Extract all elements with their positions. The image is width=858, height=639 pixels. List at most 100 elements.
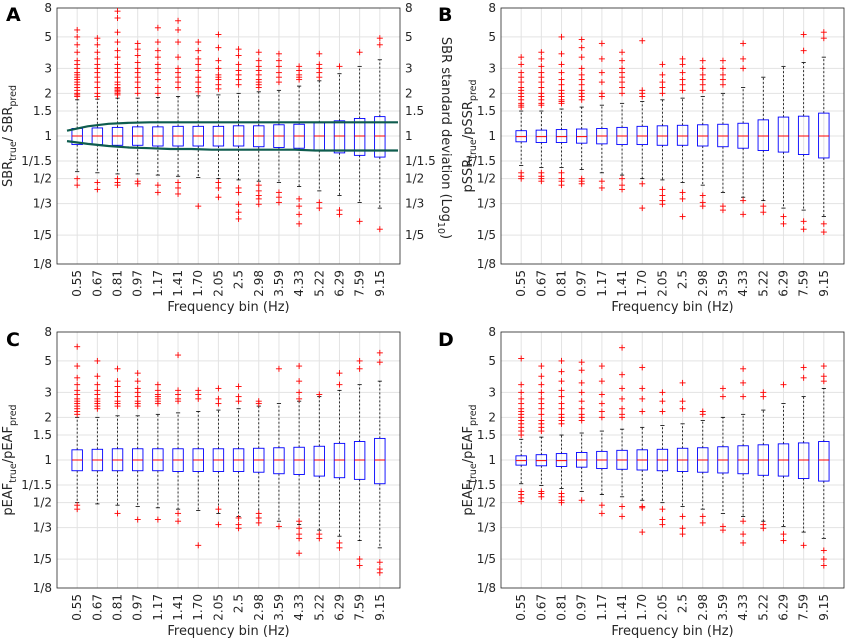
- outlier-c-7-3: [215, 506, 222, 513]
- outlier-d-12-3: [760, 525, 767, 532]
- outlier-a-5-1: [175, 26, 182, 33]
- outlier-c-6-2: [195, 395, 202, 402]
- outlier-b-2-11: [558, 100, 565, 107]
- right-ytick-label-a-9: 8: [405, 1, 413, 15]
- outlier-a-15-2: [376, 226, 383, 233]
- outlier-d-15-5: [820, 562, 827, 569]
- outlier-d-4-7: [598, 510, 605, 517]
- ytick-label-d-3: 1/2: [477, 496, 496, 510]
- outlier-a-2-20: [114, 182, 121, 189]
- outlier-c-7-2: [215, 400, 222, 407]
- outlier-b-14-1: [800, 47, 807, 54]
- ytick-label-c-5: 1: [44, 453, 52, 467]
- outlier-a-4-10: [154, 182, 161, 189]
- xtick-label-b-11: 4.33: [736, 270, 750, 297]
- outlier-c-4-6: [154, 400, 161, 407]
- box-d-3: [576, 359, 588, 504]
- box-d-15: [818, 363, 830, 569]
- outlier-a-2-1: [114, 15, 121, 22]
- outlier-b-0-15: [518, 175, 525, 182]
- outlier-a-15-1: [376, 41, 383, 48]
- outlier-d-5-3: [619, 395, 626, 402]
- outlier-b-6-5: [639, 205, 646, 212]
- xtick-label-d-8: 2.5: [676, 594, 690, 613]
- outlier-a-7-1: [215, 44, 222, 51]
- ylabel-d: pEAFtrue/pEAFpred: [461, 404, 479, 515]
- box-b-6: [636, 37, 648, 212]
- outlier-b-11-3: [740, 197, 747, 204]
- outlier-d-2-1: [558, 368, 565, 375]
- ytick-label-d-2: 1/3: [477, 521, 496, 535]
- outlier-a-5-7: [175, 79, 182, 86]
- ytick-label-c-3: 1/2: [33, 496, 52, 510]
- box-d-12: [757, 389, 769, 532]
- outlier-d-8-4: [679, 525, 686, 532]
- xtick-label-b-9: 2.98: [696, 270, 710, 297]
- outlier-a-3-7: [134, 79, 141, 86]
- box-iqr-b-10: [717, 123, 729, 148]
- outlier-a-7-10: [215, 184, 222, 191]
- box-a-5: [172, 17, 184, 197]
- outlier-d-2-4: [558, 393, 565, 400]
- outlier-c-0-3: [74, 381, 81, 388]
- right-ytick-label-a-0: 1/5: [405, 228, 424, 242]
- outlier-d-1-6: [538, 405, 545, 412]
- outlier-d-13-0: [780, 381, 787, 388]
- panel-letter-b: B: [438, 4, 452, 26]
- xtick-label-b-14: 7.59: [797, 270, 811, 297]
- outlier-a-1-1: [94, 41, 101, 48]
- box-iqr-a-14: [353, 117, 366, 156]
- outlier-a-6-9: [195, 203, 202, 210]
- xtick-label-a-7: 2.05: [211, 270, 225, 297]
- outlier-a-11-6: [296, 203, 303, 210]
- ytick-label-a-3: 1/2: [33, 172, 52, 186]
- outlier-a-7-9: [215, 179, 222, 186]
- ylabel-main-d: pEAF: [461, 483, 476, 516]
- xtick-label-b-8: 2.5: [676, 270, 690, 289]
- ytick-label-a-9: 5: [44, 30, 52, 44]
- xtick-label-b-3: 0.97: [575, 270, 589, 297]
- outlier-b-11-2: [740, 65, 747, 72]
- outlier-c-2-0: [114, 365, 121, 372]
- panel-letter-c: C: [6, 329, 20, 351]
- outlier-b-5-1: [619, 57, 626, 64]
- outlier-d-11-4: [740, 531, 747, 538]
- right-ytick-label-a-4: 1: [405, 129, 413, 143]
- box-c-2: [111, 365, 124, 517]
- outlier-d-4-3: [598, 400, 605, 407]
- outlier-d-10-1: [719, 393, 726, 400]
- outlier-a-8-5: [235, 76, 242, 83]
- xtick-label-c-0: 0.55: [70, 594, 84, 621]
- ytick-label-a-4: 1/1.5: [21, 154, 52, 168]
- outlier-d-5-7: [619, 503, 626, 510]
- outlier-c-2-1: [114, 378, 121, 385]
- box-d-6: [636, 364, 648, 536]
- outlier-d-4-0: [598, 363, 605, 370]
- outlier-d-2-3: [558, 387, 565, 394]
- xtick-label-c-13: 6.29: [332, 594, 346, 621]
- outlier-d-8-0: [679, 379, 686, 386]
- axes-frame-b: [500, 7, 845, 265]
- outlier-d-0-17: [518, 498, 525, 505]
- outlier-a-6-0: [195, 39, 202, 46]
- xtick-label-b-7: 2.05: [655, 270, 669, 297]
- outlier-b-1-2: [538, 63, 545, 70]
- box-c-9: [253, 398, 265, 526]
- ytick-label-b-7: 2: [488, 86, 496, 100]
- outlier-c-11-1: [296, 378, 303, 385]
- outlier-d-9-3: [699, 519, 706, 526]
- xtick-label-b-2: 0.81: [555, 270, 569, 297]
- outlier-d-9-2: [699, 513, 706, 520]
- outlier-a-1-12: [94, 179, 101, 186]
- outlier-b-4-5: [598, 93, 605, 100]
- xtick-label-c-14: 7.59: [353, 594, 367, 621]
- outlier-c-5-5: [175, 510, 182, 517]
- outlier-c-0-14: [74, 506, 81, 513]
- outlier-c-4-7: [154, 516, 161, 523]
- outlier-d-1-3: [538, 389, 545, 396]
- outlier-d-7-2: [659, 408, 666, 415]
- ytick-label-c-7: 2: [44, 410, 52, 424]
- outlier-b-5-6: [619, 84, 626, 91]
- outlier-a-11-8: [296, 220, 303, 227]
